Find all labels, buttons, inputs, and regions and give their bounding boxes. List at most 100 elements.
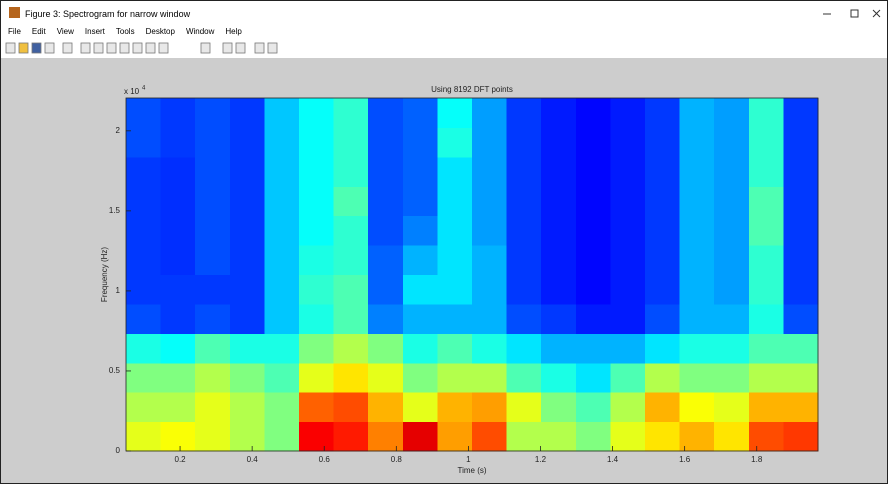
spectrogram-cell — [403, 127, 438, 157]
spectrogram-cell — [714, 127, 749, 157]
menu-item[interactable]: Window — [186, 27, 214, 39]
spectrogram-cell — [507, 333, 542, 363]
spectrogram-cell — [161, 363, 196, 393]
spectrogram-cell — [783, 216, 818, 246]
tool-button[interactable] — [63, 43, 72, 53]
tool-button[interactable] — [19, 43, 28, 53]
spectrogram-cell — [610, 363, 645, 393]
spectrogram-cell — [230, 275, 265, 305]
title-bar: Figure 3: Spectrogram for narrow window — [1, 1, 887, 27]
tool-button[interactable] — [255, 43, 264, 53]
spectrogram-cell — [541, 216, 576, 246]
spectrogram-cell — [195, 363, 230, 393]
spectrogram-cell — [749, 333, 784, 363]
spectrogram-cell — [749, 157, 784, 187]
spectrogram-cell — [437, 363, 472, 393]
spectrogram-cell — [195, 216, 230, 246]
spectrogram-cell — [749, 275, 784, 305]
spectrogram-cell — [230, 422, 265, 452]
spectrogram-cell — [334, 363, 369, 393]
spectrogram-cell — [610, 333, 645, 363]
spectrogram-cell — [230, 98, 265, 128]
menu-bar: File Edit View Insert Tools Desktop Window Help — [1, 27, 242, 39]
x-tick-label: 1.8 — [751, 455, 763, 464]
menu-item[interactable]: Desktop — [146, 27, 175, 39]
menu-item[interactable]: Help — [225, 27, 241, 39]
tool-button[interactable] — [45, 43, 54, 53]
spectrogram-cell — [299, 392, 334, 422]
spectrogram-cell — [126, 275, 161, 305]
spectrogram-cell — [403, 304, 438, 334]
figure-window: Figure 3: Spectrogram for narrow window … — [0, 0, 888, 484]
x-tick-label: 0.2 — [175, 455, 187, 464]
spectrogram-cell — [230, 157, 265, 187]
spectrogram-cell — [783, 422, 818, 452]
tool-button[interactable] — [268, 43, 277, 53]
maximize-button[interactable] — [851, 10, 858, 17]
y-tick-label: 1 — [116, 286, 121, 295]
spectrogram-cell — [714, 363, 749, 393]
tool-button[interactable] — [236, 43, 245, 53]
spectrogram-cell — [783, 275, 818, 305]
spectrogram-cell — [541, 392, 576, 422]
spectrogram-cell — [334, 275, 369, 305]
spectrogram-cell — [368, 392, 403, 422]
spectrogram-cell — [368, 275, 403, 305]
tool-button[interactable] — [81, 43, 90, 53]
menu-item[interactable]: File — [8, 27, 21, 39]
spectrogram-cell — [437, 275, 472, 305]
tool-button[interactable] — [133, 43, 142, 53]
spectrogram-cell — [645, 422, 680, 452]
tool-button[interactable] — [120, 43, 129, 53]
spectrogram-cell — [645, 157, 680, 187]
tool-button[interactable] — [6, 43, 15, 53]
spectrogram-cell — [645, 216, 680, 246]
close-button[interactable] — [873, 10, 880, 17]
spectrogram-cell — [783, 363, 818, 393]
spectrogram-cell — [541, 127, 576, 157]
spectrogram-cell — [714, 422, 749, 452]
menu-item[interactable]: Insert — [85, 27, 105, 39]
spectrogram-cell — [783, 98, 818, 128]
spectrogram-cell — [645, 245, 680, 275]
tool-button[interactable] — [107, 43, 116, 53]
spectrogram-cell — [749, 422, 784, 452]
spectrogram-cell — [403, 216, 438, 246]
tool-button[interactable] — [223, 43, 232, 53]
tool-button[interactable] — [32, 43, 41, 53]
spectrogram-cell — [161, 216, 196, 246]
spectrogram-cell — [680, 304, 715, 334]
tool-button[interactable] — [94, 43, 103, 53]
menu-item[interactable]: View — [57, 27, 74, 39]
spectrogram-cell — [437, 216, 472, 246]
spectrogram-cell — [576, 275, 611, 305]
spectrogram-cell — [299, 98, 334, 128]
spectrogram-cell — [334, 422, 369, 452]
spectrogram-cell — [541, 157, 576, 187]
spectrogram-cell — [783, 304, 818, 334]
spectrogram-cell — [714, 275, 749, 305]
spectrogram-cell — [403, 275, 438, 305]
tool-button[interactable] — [201, 43, 210, 53]
spectrogram-cell — [299, 304, 334, 334]
x-tick-label: 1.2 — [535, 455, 547, 464]
spectrogram-cell — [403, 363, 438, 393]
spectrogram-cell — [299, 157, 334, 187]
menu-item[interactable]: Edit — [32, 27, 46, 39]
tool-button[interactable] — [146, 43, 155, 53]
spectrogram-cell — [714, 216, 749, 246]
spectrogram-cell — [714, 98, 749, 128]
spectrogram-cell — [645, 186, 680, 216]
spectrogram-cell — [403, 422, 438, 452]
spectrogram-cell — [576, 392, 611, 422]
menu-item[interactable]: Tools — [116, 27, 135, 39]
spectrogram-cell — [299, 363, 334, 393]
spectrogram-cell — [264, 392, 299, 422]
spectrogram-cell — [264, 216, 299, 246]
x-tick-label: 0.8 — [391, 455, 403, 464]
spectrogram-cell — [334, 245, 369, 275]
tool-button[interactable] — [159, 43, 168, 53]
spectrogram-cell — [610, 157, 645, 187]
spectrogram-cell — [783, 127, 818, 157]
spectrogram-cell — [714, 392, 749, 422]
